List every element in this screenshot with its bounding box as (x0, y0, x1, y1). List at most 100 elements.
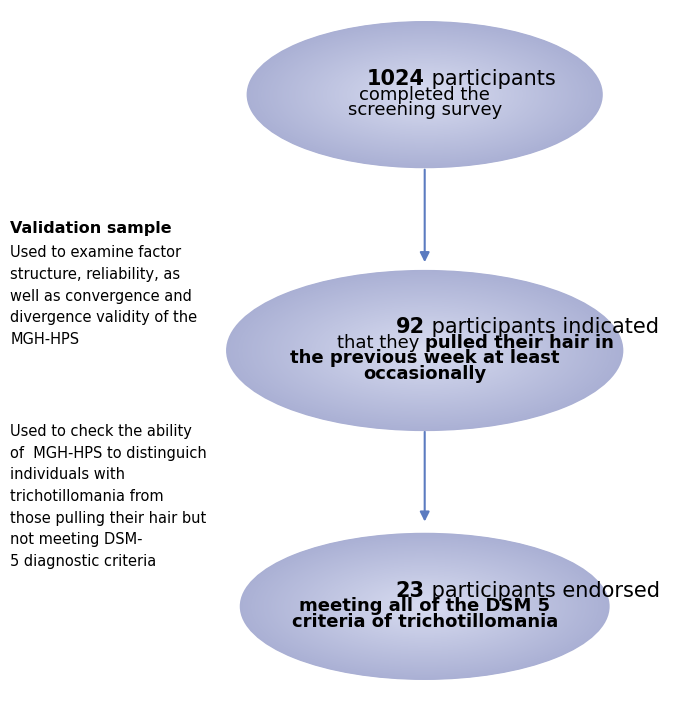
Ellipse shape (317, 564, 532, 649)
Ellipse shape (383, 590, 466, 623)
Ellipse shape (373, 74, 476, 116)
Ellipse shape (402, 86, 447, 104)
Ellipse shape (307, 46, 543, 143)
Ellipse shape (275, 547, 574, 666)
Ellipse shape (409, 600, 440, 613)
Ellipse shape (254, 281, 595, 420)
Ellipse shape (398, 340, 451, 361)
Ellipse shape (331, 56, 519, 133)
Ellipse shape (397, 596, 452, 617)
Ellipse shape (299, 557, 551, 656)
Ellipse shape (294, 554, 556, 658)
Ellipse shape (373, 329, 476, 372)
Ellipse shape (332, 569, 517, 644)
Ellipse shape (388, 79, 462, 110)
Ellipse shape (236, 274, 613, 427)
Ellipse shape (253, 538, 596, 674)
Ellipse shape (243, 277, 606, 424)
Ellipse shape (249, 279, 601, 422)
Ellipse shape (310, 304, 540, 397)
Ellipse shape (247, 278, 602, 423)
Text: that they: that they (336, 334, 425, 352)
Ellipse shape (364, 583, 485, 630)
Ellipse shape (288, 295, 561, 406)
Ellipse shape (288, 552, 562, 661)
Ellipse shape (354, 578, 495, 634)
Ellipse shape (321, 565, 528, 648)
Ellipse shape (335, 571, 514, 642)
Ellipse shape (345, 318, 504, 383)
Ellipse shape (268, 544, 582, 669)
Ellipse shape (312, 562, 537, 651)
Ellipse shape (325, 53, 525, 136)
Ellipse shape (314, 562, 536, 651)
Ellipse shape (287, 38, 562, 151)
Text: the previous week at least: the previous week at least (290, 349, 560, 367)
Ellipse shape (257, 540, 593, 673)
Ellipse shape (263, 28, 586, 161)
Ellipse shape (419, 348, 430, 353)
Ellipse shape (321, 52, 528, 137)
Ellipse shape (376, 74, 473, 115)
Ellipse shape (401, 597, 448, 615)
Text: criteria of trichotillomania: criteria of trichotillomania (292, 613, 558, 631)
Ellipse shape (310, 47, 540, 142)
Ellipse shape (258, 26, 591, 163)
Ellipse shape (329, 312, 520, 389)
Text: 23: 23 (396, 581, 425, 601)
Ellipse shape (337, 315, 512, 386)
Ellipse shape (401, 341, 449, 360)
Ellipse shape (409, 88, 440, 101)
Ellipse shape (264, 285, 585, 416)
Ellipse shape (365, 70, 484, 119)
Ellipse shape (394, 594, 456, 618)
Ellipse shape (389, 592, 460, 620)
Ellipse shape (245, 535, 605, 678)
Ellipse shape (340, 573, 510, 640)
Ellipse shape (394, 82, 456, 107)
Ellipse shape (341, 317, 508, 384)
Ellipse shape (323, 566, 527, 647)
Ellipse shape (269, 545, 580, 668)
Ellipse shape (355, 66, 495, 123)
Ellipse shape (289, 39, 560, 151)
Ellipse shape (268, 30, 582, 159)
Ellipse shape (347, 319, 503, 382)
Ellipse shape (364, 69, 485, 120)
Ellipse shape (410, 345, 439, 356)
Ellipse shape (351, 64, 498, 125)
Ellipse shape (377, 331, 473, 370)
Ellipse shape (422, 349, 427, 352)
Ellipse shape (250, 280, 599, 421)
Ellipse shape (316, 306, 534, 395)
Ellipse shape (366, 583, 484, 630)
Ellipse shape (373, 586, 477, 627)
Ellipse shape (320, 308, 530, 393)
Ellipse shape (360, 580, 490, 632)
Ellipse shape (236, 273, 614, 428)
Ellipse shape (247, 536, 602, 677)
Ellipse shape (240, 533, 610, 680)
Ellipse shape (250, 22, 599, 167)
Ellipse shape (375, 331, 474, 370)
Ellipse shape (397, 83, 452, 106)
Text: participants endorsed: participants endorsed (425, 581, 660, 601)
Ellipse shape (266, 543, 584, 669)
Ellipse shape (275, 290, 574, 411)
Ellipse shape (323, 566, 526, 646)
Ellipse shape (260, 27, 590, 163)
Ellipse shape (388, 336, 462, 365)
Ellipse shape (382, 77, 467, 112)
Ellipse shape (379, 332, 470, 369)
Ellipse shape (347, 62, 503, 127)
Ellipse shape (397, 595, 453, 618)
Ellipse shape (406, 87, 444, 102)
Ellipse shape (342, 60, 508, 129)
Ellipse shape (269, 287, 581, 414)
Ellipse shape (324, 310, 525, 391)
Ellipse shape (310, 561, 539, 652)
Ellipse shape (315, 306, 534, 395)
Ellipse shape (402, 341, 447, 360)
Ellipse shape (363, 69, 486, 120)
Ellipse shape (294, 41, 556, 149)
